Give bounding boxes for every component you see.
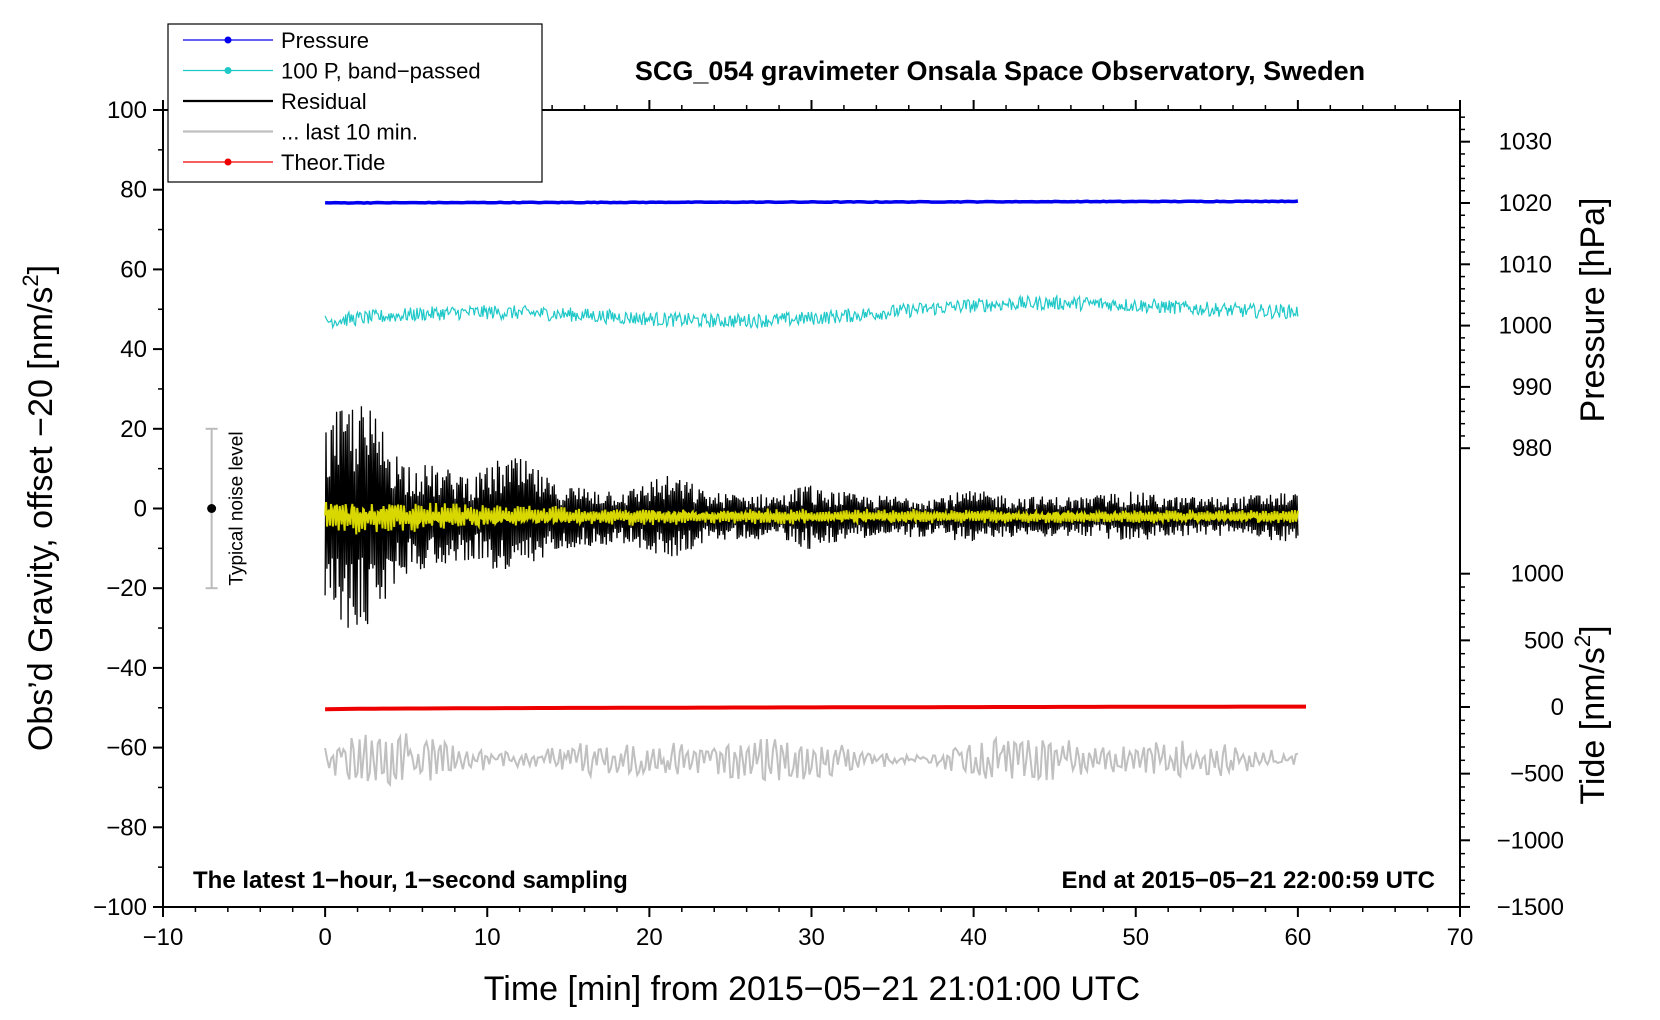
pressure-tick-label: 1030 (1499, 129, 1552, 156)
y-left-title-close: ] (22, 265, 60, 274)
series-band-passed (324, 293, 1299, 330)
legend-label: ... last 10 min. (281, 120, 418, 145)
chart-title: SCG_054 gravimeter Onsala Space Observat… (635, 56, 1365, 86)
legend-marker (224, 67, 232, 74)
y-left-tick-label: −40 (106, 655, 147, 682)
tide-tick-label: −1500 (1497, 894, 1564, 921)
y-left-tick-label: 60 (120, 256, 147, 283)
noise-indicator: Typical noise level (205, 427, 248, 590)
x-tick-label: 20 (636, 924, 663, 951)
y-left-axis-title: Obs’d Gravity, offset −20 [nm/s2] (18, 265, 60, 751)
series-last-10-min (324, 733, 1299, 787)
x-tick-label: 10 (474, 924, 501, 951)
tide-tick-label: 0 (1551, 694, 1564, 721)
annotation-bottom-left: The latest 1−hour, 1−second sampling (193, 867, 628, 894)
pressure-tick-label: 1000 (1499, 313, 1552, 340)
y-left-tick-label: 20 (120, 416, 147, 443)
series-residual-smoothed (324, 502, 1299, 535)
pressure-tick-label: 990 (1512, 374, 1552, 401)
annotation-bottom-right: End at 2015−05−21 22:00:59 UTC (1061, 867, 1435, 894)
pressure-tick-label: 1020 (1499, 190, 1552, 217)
legend-label: 100 P, band−passed (281, 59, 481, 84)
pressure-axis-ticks: 980 990 1000 1010 1020 1030 (1460, 116, 1552, 462)
pressure-axis-title: Pressure [hPa] (1574, 198, 1612, 423)
y-left-tick-label: 80 (120, 177, 147, 204)
tide-title-close: ] (1574, 625, 1612, 634)
x-axis-title: Time [min] from 2015−05−21 21:01:00 UTC (484, 970, 1140, 1008)
pressure-tick-label: 1010 (1499, 251, 1552, 278)
tide-tick-label: −500 (1510, 761, 1564, 788)
legend-marker (224, 36, 232, 44)
x-tick-label: 60 (1285, 924, 1312, 951)
y-left-tick-label: −80 (106, 814, 147, 841)
y-left-tick-label: −100 (93, 894, 147, 921)
x-tick-label: 0 (318, 924, 331, 951)
tide-tick-label: 500 (1524, 627, 1564, 654)
legend-box (167, 23, 543, 183)
tide-title-sup: 2 (1570, 635, 1595, 647)
legend-label: Residual (281, 89, 367, 114)
series-layer (324, 199, 1306, 787)
y-left-tick-label: 0 (134, 496, 147, 523)
tide-axis-title: Tide [nm/s2] (1570, 625, 1612, 804)
y-left-tick-label: 40 (120, 336, 147, 363)
tide-axis-ticks: −1500 −1000 −500 0 500 1000 (1460, 561, 1564, 921)
legend-label: Theor.Tide (281, 150, 385, 175)
noise-center-dot (207, 504, 217, 513)
tide-title-main: Tide [nm/s (1574, 647, 1612, 804)
noise-label: Typical noise level (227, 431, 248, 585)
y-left-tick-label: −20 (106, 575, 147, 602)
x-tick-label: 40 (960, 924, 987, 951)
series-theor-tide (325, 704, 1306, 712)
legend: Pressure 100 P, band−passed Residual ... la… (167, 23, 543, 183)
x-tick-label: 70 (1447, 924, 1474, 951)
pressure-tick-label: 980 (1512, 435, 1552, 462)
y-left-title-main: Obs’d Gravity, offset −20 [nm/s (22, 287, 60, 752)
y-left-axis-ticks: −100 −80 −60 −40 −20 0 20 40 60 80 100 (93, 97, 163, 921)
series-pressure (324, 199, 1299, 205)
y-left-tick-label: 100 (107, 97, 147, 124)
x-tick-label: 30 (798, 924, 825, 951)
x-axis-ticks: −10 0 10 20 30 40 50 60 70 (143, 100, 1474, 951)
y-left-tick-label: −60 (106, 735, 147, 762)
tide-tick-label: 1000 (1511, 561, 1564, 588)
legend-label: Pressure (281, 28, 369, 53)
legend-marker (224, 158, 232, 166)
y-left-title-sup: 2 (18, 274, 43, 286)
tide-tick-label: −1000 (1497, 827, 1564, 854)
x-tick-label: −10 (143, 924, 184, 951)
x-tick-label: 50 (1122, 924, 1149, 951)
